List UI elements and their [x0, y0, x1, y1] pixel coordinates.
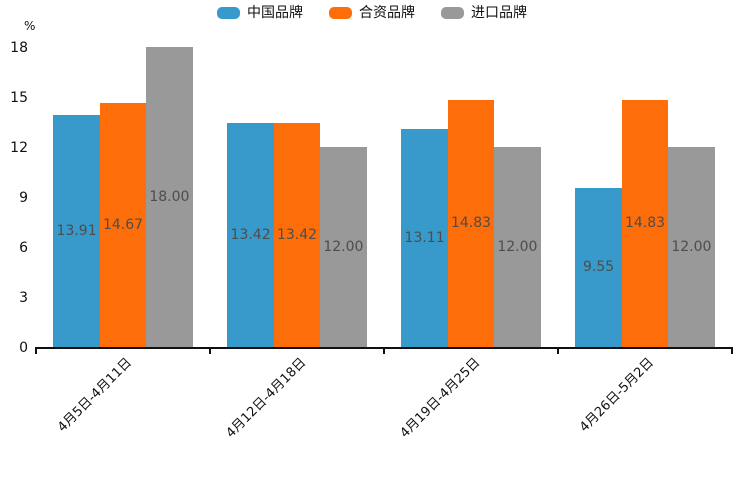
- bar-value-label: 14.83: [624, 215, 666, 232]
- legend: 中国品牌 合资品牌 进口品牌: [0, 6, 744, 20]
- bar-series1-cat0: [99, 102, 147, 347]
- legend-label: 中国品牌: [247, 5, 303, 21]
- x-category-label: 4月26日-5月2日: [576, 355, 657, 436]
- bar-series2-cat3: [668, 147, 715, 347]
- bar-value-label: 13.11: [404, 229, 445, 246]
- bar-series2-cat2: [494, 147, 541, 347]
- y-tick-label: 18: [10, 40, 28, 56]
- x-axis-line: [35, 347, 733, 349]
- bar-value-label: 12.00: [497, 239, 538, 255]
- x-category-label: 4月5日-4月11日: [54, 355, 135, 436]
- x-category-label: 4月12日-4月18日: [223, 355, 309, 442]
- x-axis-tick: [557, 349, 559, 354]
- legend-item-1: 合资品牌: [329, 6, 415, 20]
- x-axis-tick: [209, 349, 211, 354]
- bar-value-label: 9.55: [583, 259, 615, 276]
- legend-swatch-icon: [217, 7, 240, 19]
- y-tick-label: 15: [10, 90, 28, 106]
- bar-value-label: 13.42: [276, 227, 318, 244]
- bar-series1-cat2: [447, 99, 495, 347]
- x-category-label: 4月19日-4月25日: [397, 355, 483, 442]
- x-axis-tick: [35, 349, 37, 354]
- y-tick-label: 12: [10, 140, 28, 156]
- bar-series2-cat0: [146, 47, 193, 347]
- y-tick-label: 9: [19, 190, 28, 206]
- legend-label: 合资品牌: [359, 5, 415, 21]
- legend-swatch-icon: [329, 7, 352, 19]
- bar-series0-cat2: [401, 128, 448, 347]
- x-axis-tick: [731, 349, 733, 354]
- x-axis-tick: [383, 349, 385, 354]
- y-axis-unit-label: %: [24, 19, 36, 33]
- bar-value-label: 13.91: [56, 223, 97, 240]
- y-tick-label: 3: [19, 290, 28, 306]
- bar-series0-cat1: [227, 123, 274, 347]
- legend-label: 进口品牌: [471, 5, 527, 21]
- legend-item-0: 中国品牌: [217, 6, 303, 20]
- bar-series0-cat0: [53, 115, 100, 347]
- y-tick-label: 6: [19, 240, 28, 256]
- legend-swatch-icon: [441, 7, 464, 19]
- bar-value-label: 18.00: [149, 189, 190, 205]
- y-tick-label: 0: [19, 340, 28, 356]
- bar-value-label: 14.67: [102, 216, 144, 233]
- bar-value-label: 14.83: [450, 215, 492, 232]
- bar-series1-cat3: [621, 99, 669, 347]
- bar-value-label: 13.42: [230, 227, 271, 244]
- bar-series2-cat1: [320, 147, 367, 347]
- bar-series1-cat1: [273, 123, 321, 347]
- bar-series0-cat3: [575, 187, 622, 347]
- legend-item-2: 进口品牌: [441, 6, 527, 20]
- bar-value-label: 12.00: [323, 239, 364, 255]
- bar-value-label: 12.00: [671, 239, 712, 255]
